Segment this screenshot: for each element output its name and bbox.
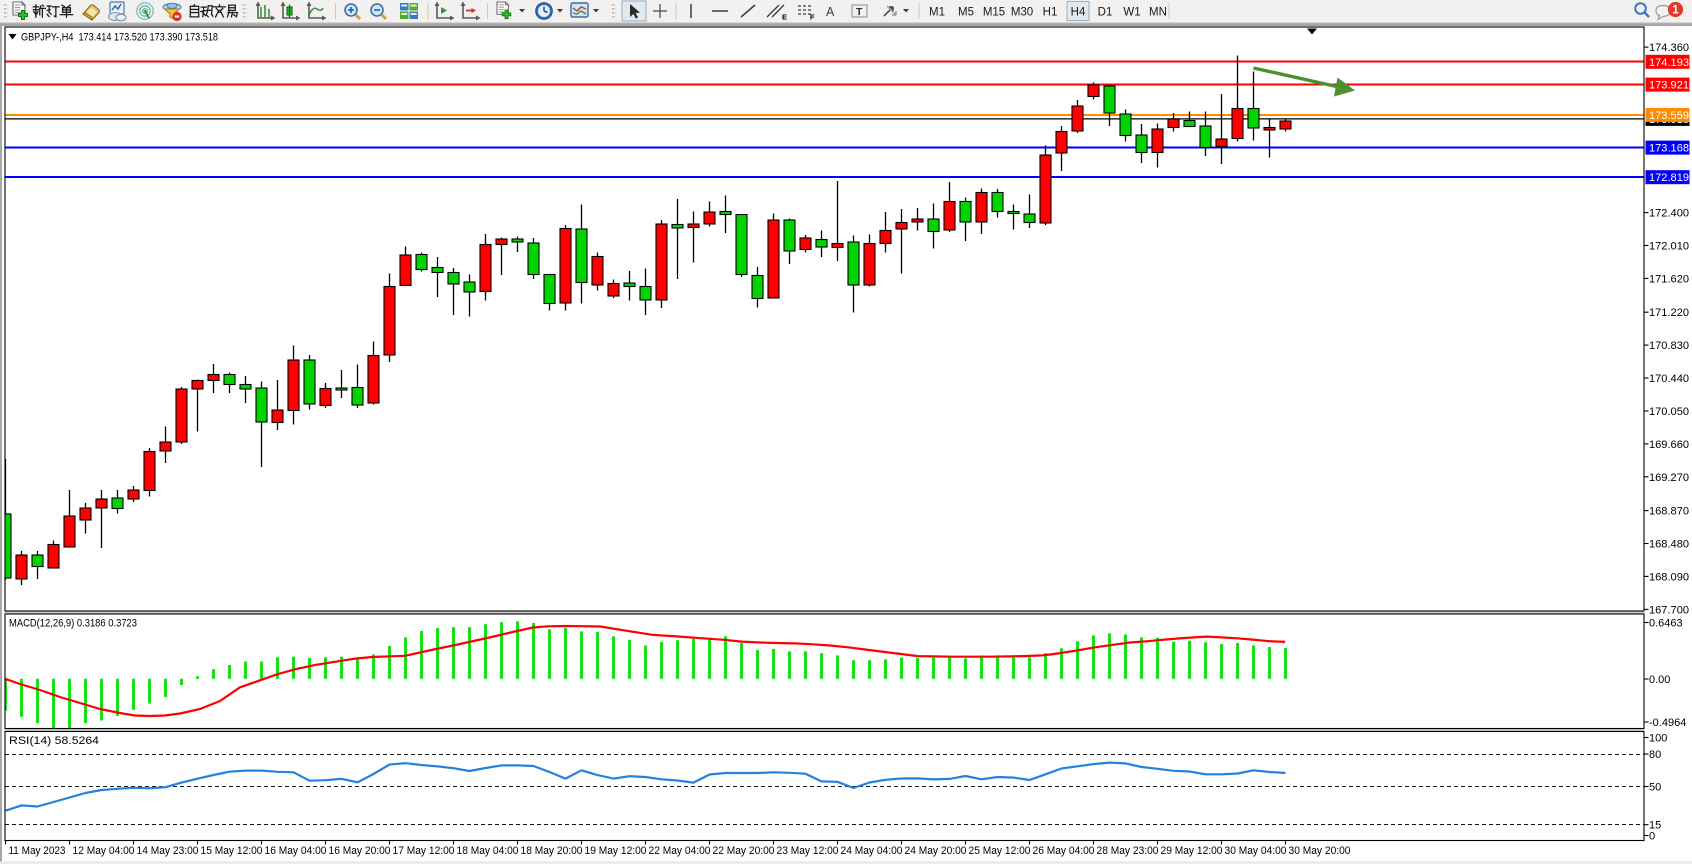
svg-text:11 May 2023: 11 May 2023	[9, 845, 66, 857]
svg-text:M15: M15	[983, 7, 1005, 19]
svg-text:168.090: 168.090	[1649, 571, 1689, 583]
svg-text:22 May 04:00: 22 May 04:00	[649, 845, 711, 857]
svg-text:16 May 20:00: 16 May 20:00	[329, 845, 391, 857]
svg-text:15 May 12:00: 15 May 12:00	[201, 845, 263, 857]
svg-text:50: 50	[1649, 782, 1661, 794]
svg-text:-0.4964: -0.4964	[1649, 717, 1686, 729]
svg-text:170.440: 170.440	[1649, 373, 1689, 385]
svg-text:D1: D1	[1098, 7, 1113, 19]
svg-text:173.559: 173.559	[1649, 110, 1689, 122]
svg-text:169.660: 169.660	[1649, 439, 1689, 451]
svg-text:172.010: 172.010	[1649, 241, 1689, 253]
svg-text:30 May 20:00: 30 May 20:00	[1289, 845, 1351, 857]
svg-text:168.480: 168.480	[1649, 539, 1689, 551]
svg-text:17 May 12:00: 17 May 12:00	[393, 845, 455, 857]
svg-text:173.921: 173.921	[1649, 80, 1689, 92]
svg-text:16 May 04:00: 16 May 04:00	[265, 845, 327, 857]
svg-text:169.270: 169.270	[1649, 472, 1689, 484]
svg-text:22 May 20:00: 22 May 20:00	[713, 845, 775, 857]
svg-text:30 May 04:00: 30 May 04:00	[1225, 845, 1287, 857]
svg-text:174.360: 174.360	[1649, 42, 1689, 54]
svg-text:24 May 04:00: 24 May 04:00	[841, 845, 903, 857]
svg-text:168.870: 168.870	[1649, 506, 1689, 518]
svg-text:12 May 04:00: 12 May 04:00	[73, 845, 135, 857]
svg-text:14 May 23:00: 14 May 23:00	[137, 845, 199, 857]
svg-text:M5: M5	[958, 7, 974, 19]
svg-text:24 May 20:00: 24 May 20:00	[905, 845, 967, 857]
svg-text:M30: M30	[1011, 7, 1033, 19]
svg-text:170.830: 170.830	[1649, 340, 1689, 352]
svg-text:29 May 12:00: 29 May 12:00	[1161, 845, 1223, 857]
svg-text:T: T	[856, 6, 863, 18]
svg-text:E: E	[782, 13, 787, 22]
svg-text:GBPJPY-,H4 173.414 173.520 17: GBPJPY-,H4 173.414 173.520 173.390 173.5…	[21, 32, 218, 44]
svg-text:171.220: 171.220	[1649, 307, 1689, 319]
svg-text:F: F	[810, 13, 815, 22]
svg-text:H4: H4	[1071, 7, 1086, 19]
svg-text:170.050: 170.050	[1649, 406, 1689, 418]
svg-text:M1: M1	[929, 7, 945, 19]
svg-text:172.819: 172.819	[1649, 172, 1689, 184]
svg-text:1: 1	[1672, 5, 1679, 17]
svg-text:80: 80	[1649, 749, 1661, 761]
svg-text:26 May 04:00: 26 May 04:00	[1033, 845, 1095, 857]
svg-text:MN: MN	[1149, 7, 1167, 19]
svg-text:A: A	[826, 5, 835, 19]
svg-text:W1: W1	[1123, 7, 1140, 19]
svg-text:28 May 23:00: 28 May 23:00	[1097, 845, 1159, 857]
svg-text:172.400: 172.400	[1649, 208, 1689, 220]
svg-text:0: 0	[1649, 831, 1655, 843]
svg-text:0.00: 0.00	[1649, 674, 1670, 686]
svg-text:100: 100	[1649, 733, 1667, 745]
svg-text:MACD(12,26,9) 0.3186 0.3723: MACD(12,26,9) 0.3186 0.3723	[9, 618, 137, 630]
svg-text:0.6463: 0.6463	[1649, 618, 1683, 630]
svg-text:19 May 12:00: 19 May 12:00	[585, 845, 647, 857]
svg-text:174.193: 174.193	[1649, 57, 1689, 69]
svg-text:25 May 12:00: 25 May 12:00	[969, 845, 1031, 857]
svg-text:RSI(14) 58.5264: RSI(14) 58.5264	[9, 735, 99, 747]
svg-text:171.620: 171.620	[1649, 273, 1689, 285]
svg-text:18 May 20:00: 18 May 20:00	[521, 845, 583, 857]
svg-text:18 May 04:00: 18 May 04:00	[457, 845, 519, 857]
svg-text:167.700: 167.700	[1649, 604, 1689, 616]
svg-text:23 May 12:00: 23 May 12:00	[777, 845, 839, 857]
svg-text:H1: H1	[1043, 7, 1058, 19]
svg-text:173.168: 173.168	[1649, 143, 1689, 155]
svg-text:15: 15	[1649, 820, 1661, 832]
